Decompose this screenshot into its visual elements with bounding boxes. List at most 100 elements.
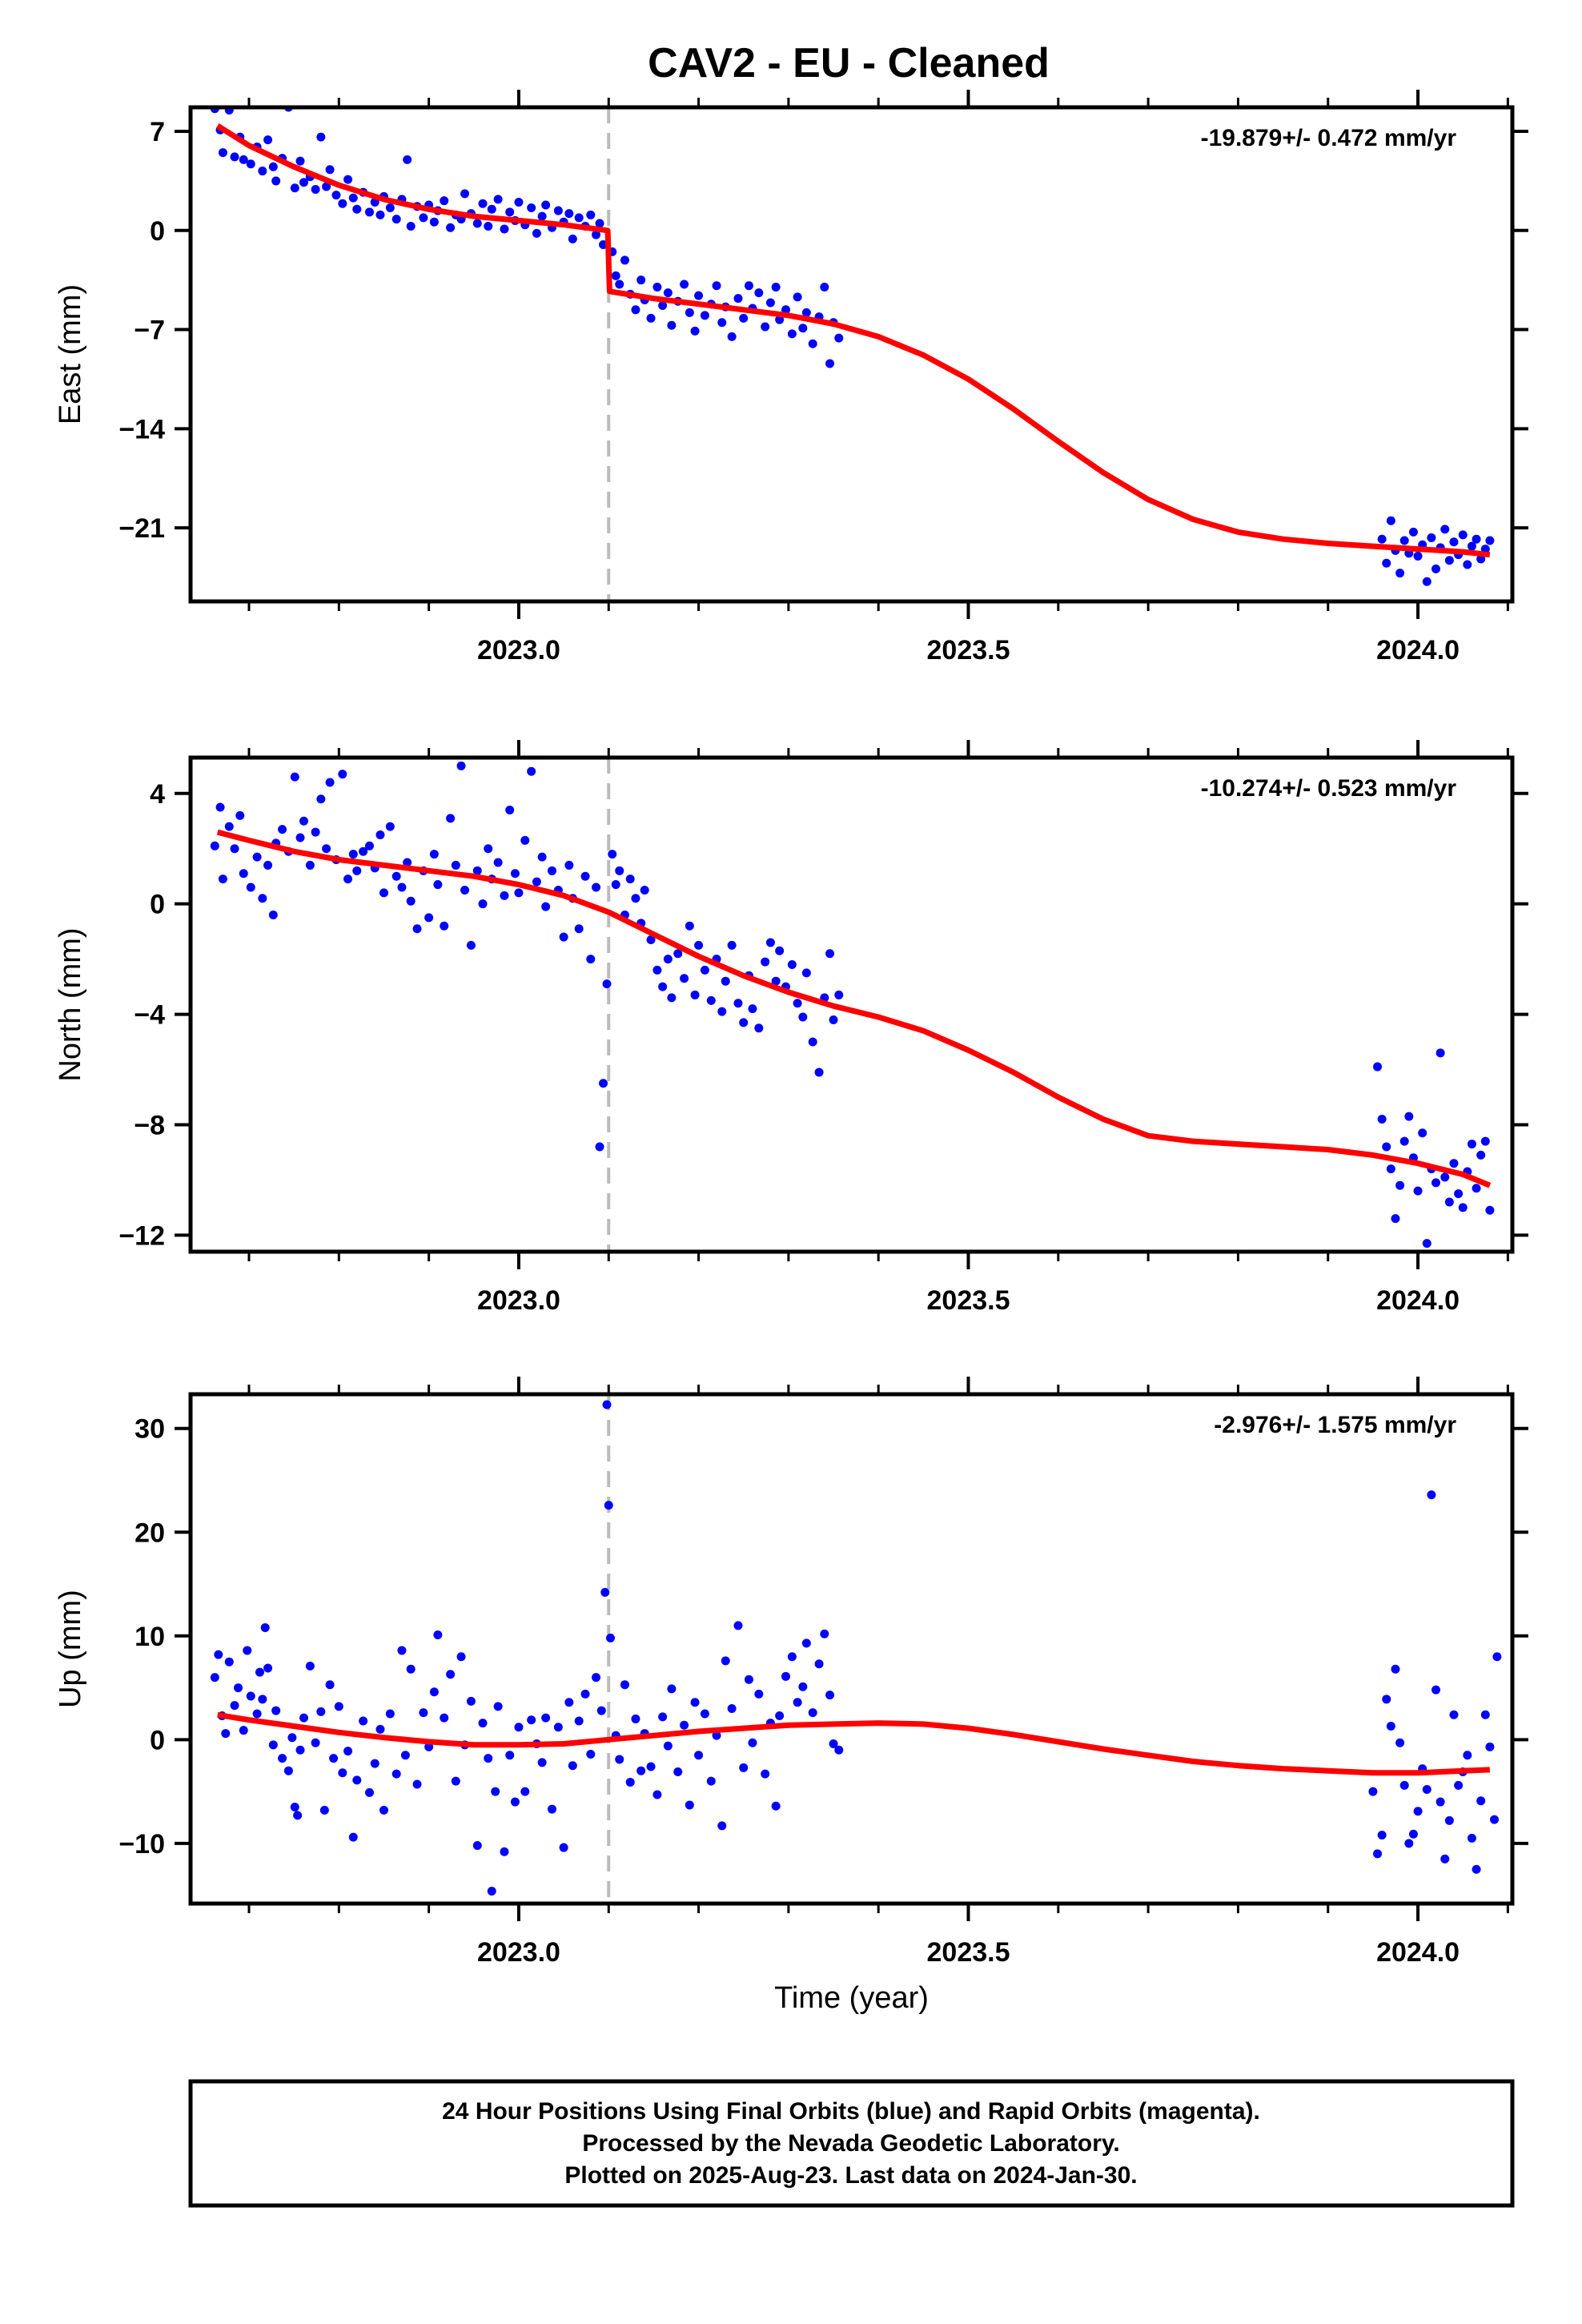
north-data-point (406, 896, 416, 906)
up-data-point (706, 1776, 716, 1786)
east-data-point (1386, 516, 1395, 525)
up-data-point (472, 1840, 482, 1850)
north-data-point (685, 921, 694, 931)
up-data-point (1492, 1652, 1502, 1662)
east-data-point (798, 324, 808, 333)
north-data-point (325, 778, 335, 787)
east-data-point (564, 209, 574, 219)
up-data-point (744, 1675, 753, 1684)
up-data-point (652, 1790, 662, 1799)
up-data-point (808, 1708, 817, 1718)
up-data-point (295, 1745, 305, 1755)
up-data-point (801, 1638, 811, 1648)
east-data-point (1431, 564, 1441, 573)
north-data-point (505, 805, 515, 814)
up-data-point (596, 1706, 606, 1715)
north-data-point (510, 869, 520, 879)
north-data-point (592, 883, 601, 892)
up-data-point (754, 1689, 764, 1699)
north-data-point (263, 860, 273, 870)
north-fit-line (216, 829, 1492, 1188)
east-data-point (615, 279, 624, 289)
up-data-point (505, 1751, 515, 1760)
up-data-point (1408, 1829, 1418, 1839)
up-data-point (365, 1787, 375, 1797)
east-panel: 2023.0 2023.5 2024.0 7 0 −7 −14 −21 East (mm) -19… (54, 90, 1528, 665)
up-data-point (239, 1726, 248, 1735)
north-data-point (429, 850, 439, 859)
footer-box: 24 Hour Positions Using Final Orbits (bl… (188, 2079, 1515, 2208)
up-data-point (761, 1769, 770, 1779)
north-data-point (706, 995, 716, 1005)
up-data-point (1435, 1797, 1445, 1807)
north-data-point (456, 761, 466, 770)
east-data-point (787, 329, 797, 339)
up-data-point (1422, 1785, 1431, 1795)
up-xtick-label: 2023.0 (477, 1937, 560, 1968)
north-data-point (1444, 1197, 1454, 1207)
north-ylabel: North (mm) (54, 927, 87, 1081)
north-frame (188, 755, 1515, 1254)
up-xtick-label: 2023.5 (927, 1937, 1010, 1968)
north-data-point (338, 770, 347, 779)
north-data-point (218, 875, 227, 884)
up-data-point (663, 1741, 673, 1751)
east-ytick-label: −14 (118, 414, 165, 444)
east-data-point (771, 283, 781, 292)
east-data-point (316, 132, 326, 142)
north-data-point (246, 883, 255, 892)
north-xtick-label: 2023.0 (477, 1285, 560, 1316)
north-data-point (652, 965, 662, 975)
up-data-point (739, 1763, 749, 1772)
up-data-point (1449, 1710, 1459, 1719)
north-data-point (514, 888, 524, 898)
east-data-point (290, 183, 299, 193)
up-data-point (1454, 1780, 1464, 1790)
north-data-point (667, 993, 677, 1003)
east-data-point (375, 210, 385, 219)
north-data-point (658, 982, 668, 991)
up-data-point (748, 1738, 757, 1747)
up-data-point (311, 1738, 320, 1747)
east-data-point (460, 189, 470, 199)
north-data-point (761, 957, 770, 967)
east-data-point (331, 191, 341, 200)
up-data-point (456, 1652, 466, 1662)
east-data-point (500, 224, 509, 234)
east-data-point (808, 339, 817, 348)
north-data-point (278, 825, 287, 834)
east-data-point (514, 197, 524, 207)
up-data-point (500, 1847, 509, 1856)
north-data-point (403, 858, 412, 867)
up-ytick-label: 30 (135, 1414, 165, 1445)
north-data-point (412, 924, 422, 934)
north-data-point (500, 891, 509, 900)
north-data-point (1458, 1203, 1468, 1212)
north-data-point (595, 1142, 604, 1152)
east-data-point (541, 200, 551, 210)
east-data-point (230, 152, 239, 162)
east-data-point (391, 215, 401, 224)
north-data-point (1476, 1150, 1486, 1160)
up-data-point (385, 1709, 395, 1719)
up-data-point (397, 1646, 407, 1655)
up-data-point (564, 1698, 574, 1707)
footer-line-2: Processed by the Nevada Geodetic Laborat… (582, 2130, 1119, 2157)
east-data-point (631, 305, 640, 315)
east-data-point (385, 203, 395, 213)
east-ytick-label: 7 (150, 117, 165, 147)
north-data-point (493, 858, 503, 867)
east-data-point (406, 222, 416, 231)
north-data-point (680, 974, 689, 983)
up-data-point (305, 1661, 315, 1671)
east-data-point (258, 167, 267, 176)
east-data-point (1472, 534, 1481, 544)
east-ylabel: East (mm) (54, 284, 87, 424)
east-data-point (1440, 525, 1450, 534)
north-data-point (230, 844, 239, 854)
north-data-point (1454, 1189, 1464, 1199)
east-data-point (667, 320, 677, 330)
up-frame (188, 1392, 1515, 1906)
up-data-point (712, 1731, 721, 1740)
up-data-point (1463, 1751, 1472, 1760)
